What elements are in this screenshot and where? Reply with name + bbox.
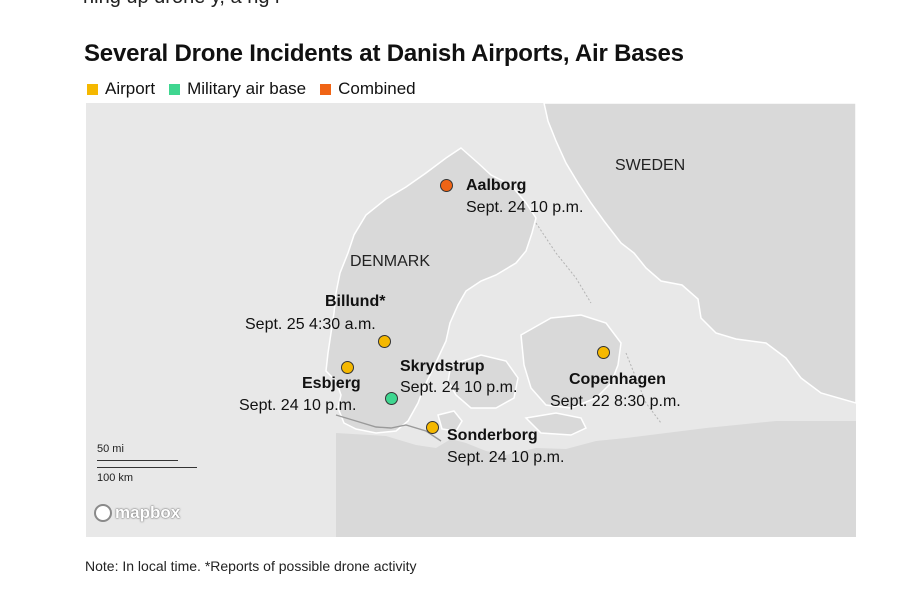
germany-landmass	[336, 421, 856, 537]
jutland-landmass	[325, 147, 537, 434]
mapbox-icon	[94, 504, 112, 522]
combined-swatch	[320, 83, 332, 95]
legend: Airport Military air base Combined	[87, 78, 430, 100]
partial-article-text: ning up drone y, a ng i	[83, 0, 279, 9]
footnote: Note: In local time. *Reports of possibl…	[85, 558, 417, 574]
scale-km-label: 100 km	[97, 472, 134, 484]
esbjerg-time: Sept. 24 10 p.m.	[239, 397, 357, 414]
legend-item-combined: Combined	[320, 79, 416, 99]
sonderborg-marker[interactable]	[426, 421, 439, 434]
country-label-denmark: DENMARK	[350, 253, 431, 270]
esbjerg-label: Esbjerg	[302, 375, 361, 392]
chart-title: Several Drone Incidents at Danish Airpor…	[84, 40, 684, 67]
skrydstrup-marker[interactable]	[385, 392, 398, 405]
airport-swatch	[87, 83, 98, 95]
copenhagen-marker[interactable]	[597, 346, 610, 359]
skrydstrup-time: Sept. 24 10 p.m.	[400, 379, 518, 396]
map[interactable]: SWEDEN DENMARK Aalborg Sept. 24 10 p.m. …	[86, 103, 856, 537]
legend-item-airport: Airport	[87, 79, 155, 99]
aalborg-marker[interactable]	[440, 179, 453, 192]
billund-time: Sept. 25 4:30 a.m.	[245, 316, 376, 333]
sweden-landmass	[543, 103, 856, 404]
legend-label-combined: Combined	[338, 79, 416, 98]
aalborg-time: Sept. 24 10 p.m.	[466, 199, 584, 216]
zealand-landmass	[520, 314, 622, 409]
lolland-landmass	[524, 412, 588, 436]
scale-km-line	[97, 467, 197, 468]
map-basemap	[325, 103, 856, 537]
funen-landmass	[447, 354, 519, 409]
esbjerg-marker[interactable]	[341, 361, 354, 374]
billund-marker[interactable]	[378, 335, 391, 348]
mapbox-wordmark: mapbox	[115, 503, 181, 522]
sonderborg-label: Sonderborg	[447, 427, 538, 444]
scale-miles-line	[97, 460, 178, 461]
legend-label-military: Military air base	[187, 79, 307, 98]
mapbox-logo[interactable]: mapbox	[94, 503, 180, 523]
billund-label: Billund*	[325, 293, 386, 310]
aalborg-label: Aalborg	[466, 177, 527, 194]
country-label-sweden: SWEDEN	[615, 157, 686, 174]
sea-border	[535, 222, 662, 424]
scale-miles-label: 50 mi	[97, 443, 124, 455]
sonderborg-time: Sept. 24 10 p.m.	[447, 449, 565, 466]
copenhagen-time: Sept. 22 8:30 p.m.	[550, 393, 681, 410]
legend-item-military: Military air base	[169, 79, 306, 99]
military-swatch	[169, 83, 181, 95]
legend-label-airport: Airport	[105, 79, 156, 98]
danish-german-border	[335, 414, 442, 442]
copenhagen-label: Copenhagen	[569, 371, 666, 388]
als-landmass	[437, 410, 463, 432]
skrydstrup-label: Skrydstrup	[400, 358, 485, 375]
